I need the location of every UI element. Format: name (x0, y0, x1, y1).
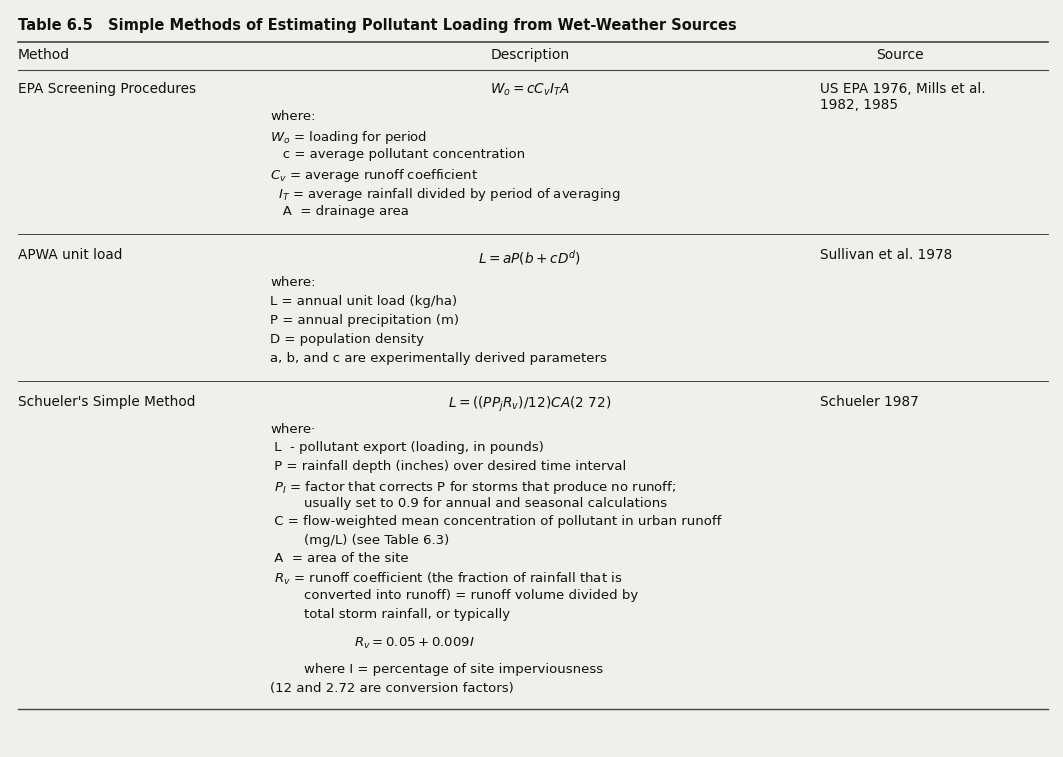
Text: $R_v = 0.05 + 0.009I$: $R_v = 0.05 + 0.009I$ (270, 636, 475, 651)
Text: a, b, and c are experimentally derived parameters: a, b, and c are experimentally derived p… (270, 352, 607, 365)
Text: where:: where: (270, 110, 316, 123)
Text: APWA unit load: APWA unit load (18, 248, 122, 262)
Text: $I_T$ = average rainfall divided by period of averaging: $I_T$ = average rainfall divided by peri… (270, 186, 621, 203)
Text: Method: Method (18, 48, 70, 62)
Text: c = average pollutant concentration: c = average pollutant concentration (270, 148, 525, 161)
Text: $C_v$ = average runoff coefficient: $C_v$ = average runoff coefficient (270, 167, 478, 184)
Text: L  - pollutant export (loading, in pounds): L - pollutant export (loading, in pounds… (270, 441, 544, 454)
Text: usually set to 0.9 for annual and seasonal calculations: usually set to 0.9 for annual and season… (270, 497, 668, 510)
Text: where:: where: (270, 276, 316, 289)
Text: $R_v$ = runoff coefficient (the fraction of rainfall that is: $R_v$ = runoff coefficient (the fraction… (270, 571, 623, 587)
Text: Description: Description (490, 48, 570, 62)
Text: $W_o = cC_vI_TA$: $W_o = cC_vI_TA$ (490, 82, 570, 98)
Text: A  = area of the site: A = area of the site (270, 553, 408, 565)
Text: US EPA 1976, Mills et al.
1982, 1985: US EPA 1976, Mills et al. 1982, 1985 (820, 82, 985, 112)
Text: P = rainfall depth (inches) over desired time interval: P = rainfall depth (inches) over desired… (270, 460, 626, 473)
Text: D = population density: D = population density (270, 333, 424, 346)
Text: (mg/L) (see Table 6.3): (mg/L) (see Table 6.3) (270, 534, 450, 547)
Text: (12 and 2.72 are conversion factors): (12 and 2.72 are conversion factors) (270, 682, 513, 695)
Text: Sullivan et al. 1978: Sullivan et al. 1978 (820, 248, 952, 262)
Text: converted into runoff) = runoff volume divided by: converted into runoff) = runoff volume d… (270, 590, 638, 603)
Text: Schueler 1987: Schueler 1987 (820, 395, 918, 409)
Text: Source: Source (876, 48, 924, 62)
Text: total storm rainfall, or typically: total storm rainfall, or typically (270, 608, 510, 621)
Text: C = flow-weighted mean concentration of pollutant in urban runoff: C = flow-weighted mean concentration of … (270, 516, 722, 528)
Text: $L = aP(b + cD^d)$: $L = aP(b + cD^d)$ (478, 248, 581, 267)
Text: $P_I$ = factor that corrects P for storms that produce no runoff;: $P_I$ = factor that corrects P for storm… (270, 478, 676, 496)
Text: $L = ((PP_jR_v)/12)CA(2\ 72)$: $L = ((PP_jR_v)/12)CA(2\ 72)$ (449, 395, 611, 414)
Text: Schueler's Simple Method: Schueler's Simple Method (18, 395, 196, 409)
Text: P = annual precipitation (m): P = annual precipitation (m) (270, 314, 459, 327)
Text: where I = percentage of site imperviousness: where I = percentage of site imperviousn… (270, 663, 603, 677)
Text: $W_o$ = loading for period: $W_o$ = loading for period (270, 129, 427, 146)
Text: EPA Screening Procedures: EPA Screening Procedures (18, 82, 197, 96)
Text: L = annual unit load (kg/ha): L = annual unit load (kg/ha) (270, 295, 457, 308)
Text: A  = drainage area: A = drainage area (270, 205, 409, 218)
Text: where·: where· (270, 423, 316, 436)
Text: Table 6.5   Simple Methods of Estimating Pollutant Loading from Wet-Weather Sour: Table 6.5 Simple Methods of Estimating P… (18, 18, 737, 33)
